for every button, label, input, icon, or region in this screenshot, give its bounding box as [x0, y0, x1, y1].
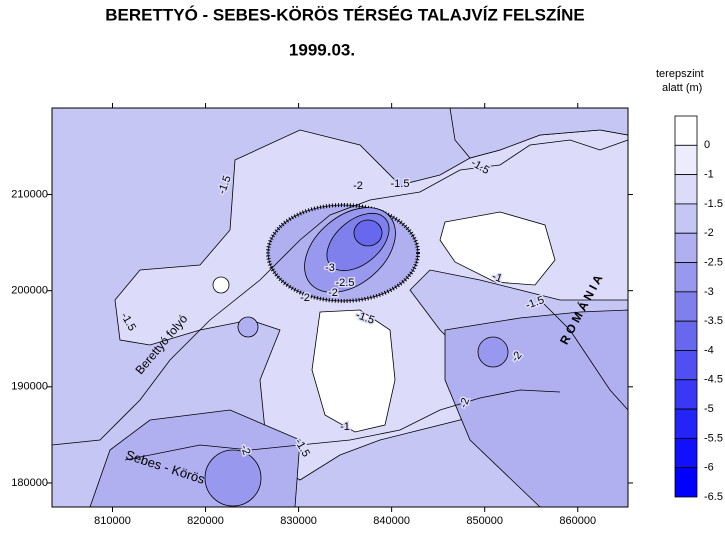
- x-tick-label: 820000: [187, 515, 224, 527]
- legend-label: -5: [704, 403, 714, 415]
- y-tick-label: 190000: [11, 381, 48, 393]
- subtitle: 1999.03.: [289, 40, 355, 59]
- y-tick-label: 210000: [11, 188, 48, 200]
- contour-label: -2: [300, 292, 310, 304]
- legend-title: alatt (m): [662, 82, 702, 94]
- legend-swatch: [674, 291, 698, 322]
- legend-swatch: [674, 350, 698, 381]
- legend-label: -2.5: [704, 256, 723, 268]
- legend-label: -1.5: [704, 198, 723, 210]
- legend-label: 0: [704, 139, 710, 151]
- map-fill: [51, 107, 629, 508]
- legend-swatch: [674, 467, 698, 498]
- legend-swatch: [674, 379, 698, 410]
- legend-swatch: [674, 262, 698, 293]
- contour-label: -1: [340, 421, 350, 433]
- y-tick-label: 200000: [11, 285, 48, 297]
- x-tick-label: 860000: [559, 515, 596, 527]
- legend-swatch: [674, 232, 698, 263]
- legend-label: -3: [704, 286, 714, 298]
- legend-label: -1: [704, 169, 714, 181]
- x-tick-label: 810000: [94, 515, 131, 527]
- y-tick-label: 180000: [11, 477, 48, 489]
- contour-label: -1.5: [391, 178, 410, 190]
- legend-swatch: [674, 203, 698, 234]
- legend-label: -3.5: [704, 315, 723, 327]
- contour-label: -2.5: [336, 277, 355, 289]
- legend-label: -2: [704, 227, 714, 239]
- legend-label: -4: [704, 344, 714, 356]
- legend-title: terepszint: [656, 68, 704, 80]
- legend-swatch: [674, 144, 698, 176]
- legend-swatch: [674, 408, 698, 439]
- contour-label: -3: [325, 262, 335, 274]
- contour-label: -2: [328, 287, 338, 299]
- legend-label: -5.5: [704, 432, 723, 444]
- x-tick-label: 830000: [280, 515, 317, 527]
- legend-label: -6: [704, 462, 714, 474]
- legend-swatch: [674, 320, 698, 351]
- x-tick-label: 850000: [466, 515, 503, 527]
- x-tick-label: 840000: [373, 515, 410, 527]
- title: BERETTYÓ - SEBES-KÖRÖS TÉRSÉG TALAJVÍZ F…: [105, 5, 585, 24]
- legend-label: -6.5: [704, 491, 723, 503]
- legend-swatch: [674, 437, 698, 469]
- legend-swatch: [674, 174, 698, 205]
- legend-label: -4.5: [704, 374, 723, 386]
- legend-swatch: [674, 115, 698, 146]
- contour-label: -2: [353, 180, 363, 192]
